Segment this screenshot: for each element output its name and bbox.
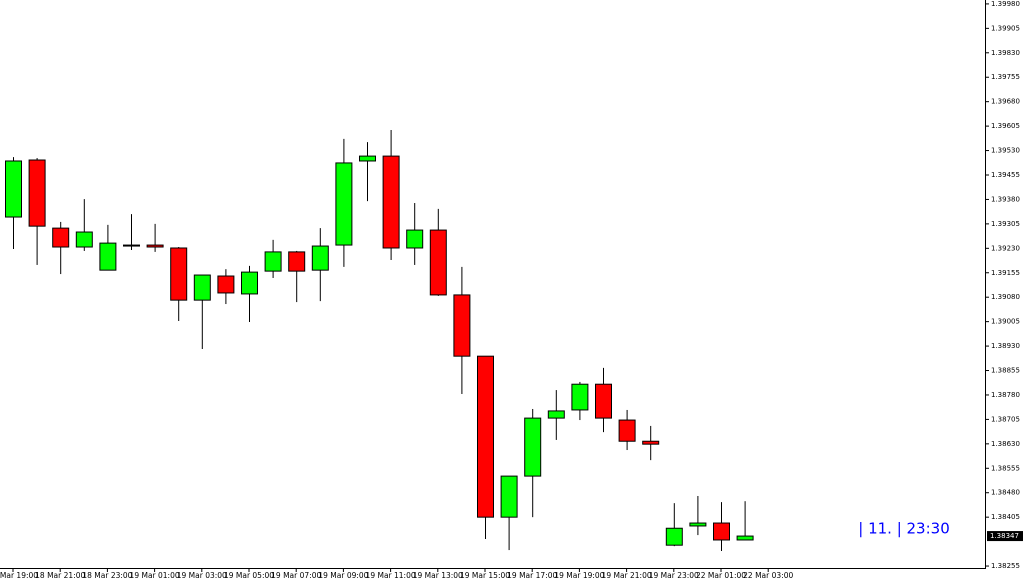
y-tick-label: 1.38405 xyxy=(991,513,1020,521)
candle-body xyxy=(689,522,707,527)
candle-body xyxy=(547,410,565,419)
y-tick-label: 1.38255 xyxy=(991,562,1020,570)
candle-body xyxy=(241,271,258,295)
candle-body xyxy=(335,162,353,246)
y-tick-label: 1.39005 xyxy=(991,318,1020,326)
candle-body xyxy=(99,242,117,271)
candle-body xyxy=(311,245,329,271)
y-tick-label: 1.38555 xyxy=(991,464,1020,472)
candle-body xyxy=(571,383,589,411)
x-tick-label: 19 Mar 01:00 xyxy=(130,571,180,580)
last-price-label: 1.38347 xyxy=(990,532,1019,540)
last-price-box xyxy=(987,531,1023,542)
y-tick-label: 1.39155 xyxy=(991,269,1020,277)
candle-body xyxy=(453,294,471,357)
x-tick-label: 18 Mar 21:00 xyxy=(35,571,85,580)
y-tick-label: 1.39905 xyxy=(991,24,1020,32)
x-tick-label: 22 Mar 01:00 xyxy=(696,571,746,580)
candle-body xyxy=(429,229,447,296)
x-tick-label: 19 Mar 03:00 xyxy=(177,571,227,580)
y-tick-label: 1.39530 xyxy=(991,147,1020,155)
x-tick-label: 22 Mar 03:00 xyxy=(743,571,793,580)
candle-body xyxy=(28,159,46,227)
candle-body xyxy=(288,251,306,272)
x-tick-label: 19 Mar 19:00 xyxy=(554,571,604,580)
candle-body xyxy=(500,475,518,518)
x-tick-label: 19 Mar 15:00 xyxy=(460,571,510,580)
y-tick-label: 1.39380 xyxy=(991,195,1020,203)
candle-body xyxy=(170,247,188,301)
candle-body xyxy=(146,244,164,248)
y-tick-label: 1.38630 xyxy=(991,440,1020,448)
candle-body xyxy=(618,419,636,442)
candle-body xyxy=(264,251,282,272)
y-tick-label: 1.39980 xyxy=(991,0,1020,8)
y-tick-label: 1.39305 xyxy=(991,220,1020,228)
candle-body xyxy=(382,155,400,249)
x-tick-label: 19 Mar 05:00 xyxy=(224,571,274,580)
y-tick-label: 1.39230 xyxy=(991,244,1020,252)
y-tick-label: 1.39755 xyxy=(991,73,1020,81)
candle-body xyxy=(123,244,140,247)
x-tick-label: 19 Mar 07:00 xyxy=(271,571,321,580)
candle-body xyxy=(5,160,22,218)
candle-body xyxy=(52,227,70,248)
candle-body xyxy=(193,274,211,301)
candle-body xyxy=(665,527,683,546)
countdown: | 11. | 23:30 xyxy=(858,520,950,538)
candle-body xyxy=(477,355,494,518)
y-tick-label: 1.39830 xyxy=(991,49,1020,57)
y-tick-label: 1.39080 xyxy=(991,293,1020,301)
y-tick-label: 1.38930 xyxy=(991,342,1020,350)
y-tick-label: 1.39605 xyxy=(991,122,1020,130)
candle-body xyxy=(595,383,612,419)
x-tick-label: 19 Mar 09:00 xyxy=(318,571,368,580)
candle-body xyxy=(713,522,730,541)
candle-body xyxy=(75,231,93,248)
x-tick-label: 18 Mar 19:00 xyxy=(0,571,38,580)
x-tick-label: 19 Mar 21:00 xyxy=(602,571,652,580)
x-tick-label: 19 Mar 17:00 xyxy=(507,571,557,580)
x-tick-label: 19 Mar 13:00 xyxy=(413,571,463,580)
y-tick-label: 1.38855 xyxy=(991,367,1020,375)
y-tick-label: 1.38480 xyxy=(991,489,1020,497)
candle-body xyxy=(406,229,424,249)
candle-body xyxy=(642,440,660,445)
x-tick-label: 18 Mar 23:00 xyxy=(82,571,132,580)
x-tick-label: 19 Mar 11:00 xyxy=(366,571,416,580)
y-tick-label: 1.39680 xyxy=(991,98,1020,106)
y-tick-label: 1.39455 xyxy=(991,171,1020,179)
candle-body xyxy=(736,535,754,541)
candle-body xyxy=(217,275,235,294)
y-tick-label: 1.38705 xyxy=(991,415,1020,423)
y-tick-label: 1.38780 xyxy=(991,391,1020,399)
candle-body xyxy=(359,155,376,162)
x-tick-label: 19 Mar 23:00 xyxy=(649,571,699,580)
candle-body xyxy=(524,417,542,477)
